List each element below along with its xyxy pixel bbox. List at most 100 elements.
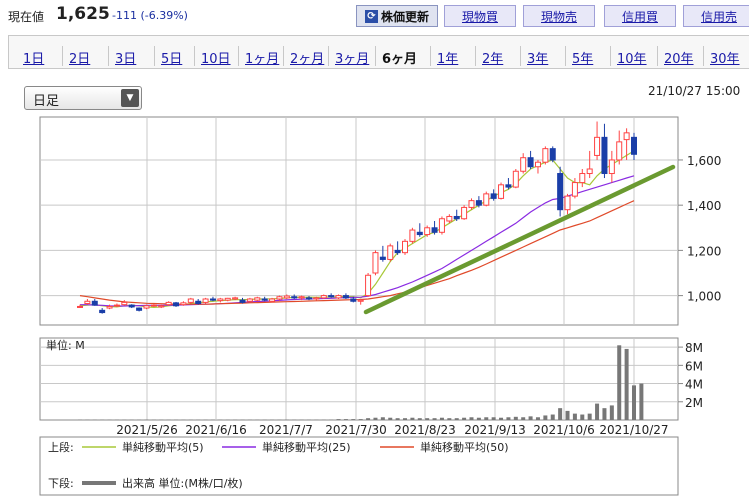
tab-period-9[interactable]: 1年 — [437, 52, 459, 67]
tab-divider — [194, 46, 195, 66]
candle-body — [631, 136, 637, 155]
volume-bar — [462, 417, 467, 420]
chevron-down-icon: ▼ — [121, 89, 139, 107]
x-tick-label: 2021/9/13 — [464, 423, 526, 437]
candle-body — [91, 300, 98, 306]
volume-bar — [491, 417, 496, 420]
volume-bar — [609, 405, 614, 420]
x-tick-label: 2021/6/16 — [185, 423, 247, 437]
volume-bar — [351, 419, 356, 420]
price-panel — [39, 116, 679, 326]
volume-bar — [373, 417, 378, 420]
tab-divider — [154, 46, 155, 66]
candle-body — [586, 168, 593, 175]
tab-period-5[interactable]: 1ヶ月 — [245, 52, 280, 67]
tab-divider — [108, 46, 109, 66]
candle-body — [483, 193, 490, 206]
candle-body — [402, 240, 409, 254]
volume-bar — [587, 413, 592, 420]
price-y-tick-label: 1,600 — [687, 154, 721, 168]
tab-period-1[interactable]: 2日 — [69, 52, 91, 67]
trendline — [363, 164, 676, 315]
tab-period-14[interactable]: 20年 — [664, 52, 694, 67]
margin-sell-button[interactable]: 信用売 — [683, 5, 749, 27]
legend-label-1: 単純移動平均(25) — [262, 440, 351, 454]
tab-period-11[interactable]: 3年 — [527, 52, 549, 67]
candle-body — [365, 274, 372, 297]
volume-bar — [447, 418, 452, 420]
tab-period-10[interactable]: 2年 — [482, 52, 504, 67]
tab-period-6[interactable]: 2ヶ月 — [290, 52, 325, 67]
candle-body — [579, 173, 586, 184]
tab-period-4[interactable]: 10日 — [201, 52, 231, 67]
candle-body — [77, 305, 83, 308]
tab-period-7[interactable]: 3ヶ月 — [335, 52, 370, 67]
candle-body — [246, 298, 253, 302]
price-y-tick-label: 1,000 — [687, 290, 721, 304]
volume-bar — [499, 417, 504, 420]
tab-divider — [328, 46, 329, 66]
tab-period-15[interactable]: 30年 — [710, 52, 740, 67]
period-tabs: 1日 2日 3日 5日 10日 1ヶ月 2ヶ月 3ヶ月 6ヶ月 1年 2年 3年 5年 10年 20年 30年 — [8, 35, 749, 69]
volume-y-tick-label: 2M — [685, 396, 703, 410]
current-price-label: 現在値 — [8, 10, 45, 24]
candle-body — [438, 218, 445, 233]
volume-bar — [388, 417, 393, 420]
candle-body — [601, 136, 608, 175]
tab-period-12[interactable]: 5年 — [572, 52, 594, 67]
legend-label-2: 単純移動平均(50) — [420, 440, 509, 454]
tab-divider — [703, 46, 704, 66]
candle-body — [291, 296, 298, 299]
refresh-price-button[interactable]: ⟳ 株価更新 — [356, 5, 438, 27]
candle-body — [534, 161, 541, 168]
candle-body — [342, 295, 349, 299]
candle-body — [195, 300, 202, 305]
candle-body — [616, 141, 623, 161]
volume-bar — [343, 419, 348, 420]
candle-body — [527, 157, 534, 168]
tab-divider — [520, 46, 521, 66]
tab-period-2[interactable]: 3日 — [115, 52, 137, 67]
cash-buy-button[interactable]: 現物買 — [444, 5, 516, 27]
candle-body — [608, 159, 615, 175]
candle-body — [468, 200, 475, 208]
volume-bar — [572, 413, 577, 420]
candle-body — [239, 299, 246, 303]
x-tick-label: 2021/10/6 — [533, 423, 595, 437]
candle-body — [490, 193, 497, 199]
candle-body — [571, 182, 578, 197]
candle-body — [283, 295, 290, 299]
candle-body — [305, 297, 312, 300]
volume-bar — [425, 418, 430, 420]
candle-body — [424, 227, 431, 236]
candle-body — [498, 184, 505, 199]
candle-body — [557, 173, 564, 211]
volume-bar — [535, 417, 540, 420]
candle-body — [232, 297, 239, 300]
candle-body — [150, 304, 157, 307]
candle-body — [446, 215, 453, 222]
candle-body — [350, 298, 357, 302]
candle-body — [564, 195, 571, 211]
candle-body — [209, 298, 216, 301]
tab-period-3[interactable]: 5日 — [161, 52, 183, 67]
volume-bar — [484, 417, 489, 420]
candle-body — [372, 252, 379, 274]
margin-buy-button[interactable]: 信用買 — [604, 5, 676, 27]
tab-divider — [565, 46, 566, 66]
volume-bar — [617, 345, 622, 420]
legend-lower-label: 下段: — [48, 476, 74, 490]
tab-period-13[interactable]: 10年 — [617, 52, 647, 67]
candle-body — [276, 296, 283, 300]
tab-period-8[interactable]: 6ヶ月 — [382, 52, 418, 67]
interval-select[interactable]: 日足 ▼ — [24, 86, 142, 110]
candle-body — [106, 305, 113, 309]
volume-panel — [39, 337, 679, 421]
candle-body — [121, 301, 128, 306]
tab-period-0[interactable]: 1日 — [23, 52, 45, 67]
ma-line-1 — [80, 175, 635, 307]
cash-sell-button[interactable]: 現物売 — [523, 5, 595, 27]
candle-body — [143, 305, 150, 309]
candle-body — [202, 298, 209, 303]
tab-divider — [610, 46, 611, 66]
